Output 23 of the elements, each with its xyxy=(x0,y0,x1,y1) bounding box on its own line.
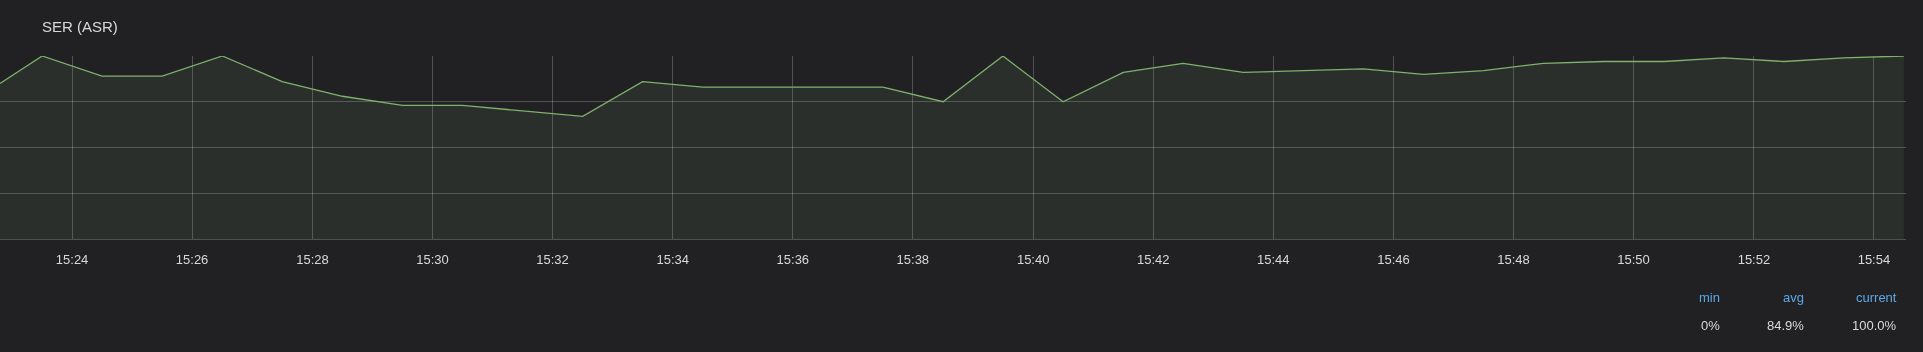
x-tick-label: 15:54 xyxy=(1857,251,1891,267)
x-tick-label: 15:52 xyxy=(1737,251,1771,267)
chart-title: SER (ASR) xyxy=(42,18,118,36)
x-tick-label: 15:28 xyxy=(296,251,329,267)
x-tick-label: 15:50 xyxy=(1617,251,1650,267)
x-tick-label: 15:48 xyxy=(1497,251,1530,267)
x-tick-label: 15:38 xyxy=(896,251,930,267)
x-tick-label: 15:30 xyxy=(416,251,449,267)
x-tick-label: 15:34 xyxy=(656,251,690,267)
x-tick-label: 15:32 xyxy=(536,251,569,267)
text: avg xyxy=(1783,290,1804,305)
x-tick-label: 15:24 xyxy=(55,251,89,267)
text: min xyxy=(1699,290,1720,305)
x-tick-label: 15:44 xyxy=(1256,251,1290,267)
x-tick-label: 15:46 xyxy=(1377,251,1410,267)
text: 84.9% xyxy=(1767,318,1805,333)
x-tick-label: 15:26 xyxy=(175,251,209,267)
x-tick-label: 15:36 xyxy=(776,251,810,267)
x-tick-label: 15:40 xyxy=(1016,251,1050,267)
x-tick-label: 15:42 xyxy=(1136,251,1170,267)
text: 100.0% xyxy=(1852,318,1897,333)
text: 0% xyxy=(1701,318,1721,333)
text: current xyxy=(1856,290,1897,305)
